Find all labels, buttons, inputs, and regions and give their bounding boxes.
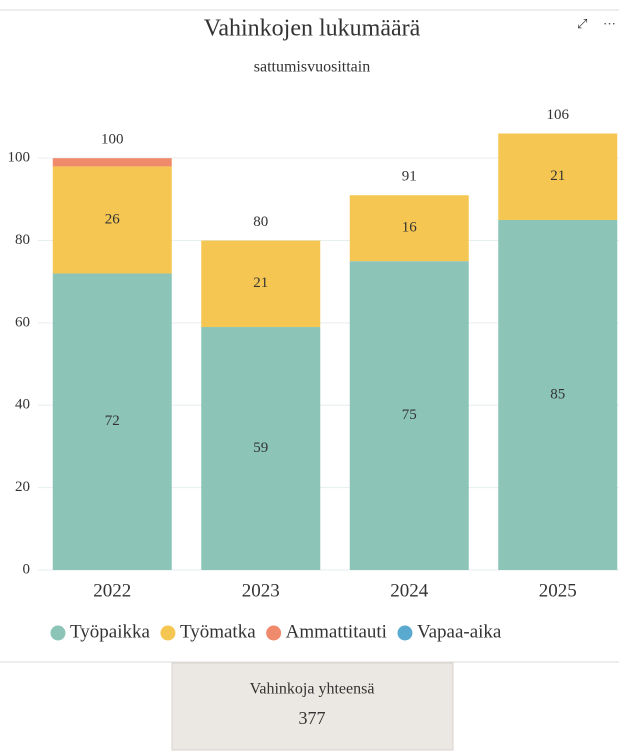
bar-segment — [498, 133, 618, 220]
bar-segment — [52, 158, 172, 167]
data-label: 59 — [253, 440, 268, 456]
legend-label: Työpaikka — [70, 621, 150, 642]
y-tick-label: 100 — [8, 150, 31, 166]
total-label: 91 — [402, 169, 417, 185]
bar-segment — [349, 261, 469, 570]
y-tick-label: 40 — [15, 397, 30, 413]
bar-segment — [498, 219, 618, 571]
more-icon[interactable]: ··· — [603, 16, 616, 31]
bar-segment — [52, 166, 172, 274]
data-label: 26 — [105, 211, 121, 227]
y-tick-label: 0 — [23, 561, 31, 577]
data-label: 16 — [402, 220, 418, 236]
legend-label: Työmatka — [180, 621, 256, 642]
x-tick-label: 2024 — [390, 580, 429, 601]
bar-segment — [349, 195, 469, 262]
x-tick-label: 2022 — [93, 580, 131, 601]
card — [171, 662, 454, 751]
focus-icon[interactable]: ⤢ — [577, 16, 587, 31]
legend-marker — [397, 625, 413, 641]
x-tick-label: 2023 — [242, 580, 280, 601]
y-tick-label: 60 — [15, 314, 30, 330]
chart-subtitle: sattumisvuosittain — [254, 59, 370, 76]
chart-title: Vahinkojen lukumäärä — [204, 16, 421, 42]
legend-marker — [160, 625, 176, 641]
bar-segment — [201, 240, 321, 328]
card-value: 377 — [299, 708, 326, 728]
data-label: 75 — [402, 407, 417, 423]
data-label: 72 — [105, 413, 120, 429]
total-label: 100 — [101, 132, 124, 148]
total-label: 80 — [253, 214, 268, 230]
total-label: 106 — [547, 107, 570, 123]
legend-label: Ammattitauti — [286, 621, 387, 642]
data-label: 21 — [253, 275, 268, 291]
legend-marker — [50, 625, 66, 641]
card-label: Vahinkoja yhteensä — [250, 681, 375, 698]
bar-segment — [52, 273, 172, 570]
y-tick-label: 20 — [15, 479, 30, 495]
bar-segment — [201, 327, 321, 570]
data-label: 21 — [550, 168, 565, 184]
legend-label: Vapaa-aika — [417, 621, 502, 642]
y-tick-label: 80 — [15, 232, 30, 248]
data-label: 85 — [550, 386, 565, 402]
x-tick-label: 2025 — [539, 580, 577, 601]
legend-marker — [266, 625, 282, 641]
